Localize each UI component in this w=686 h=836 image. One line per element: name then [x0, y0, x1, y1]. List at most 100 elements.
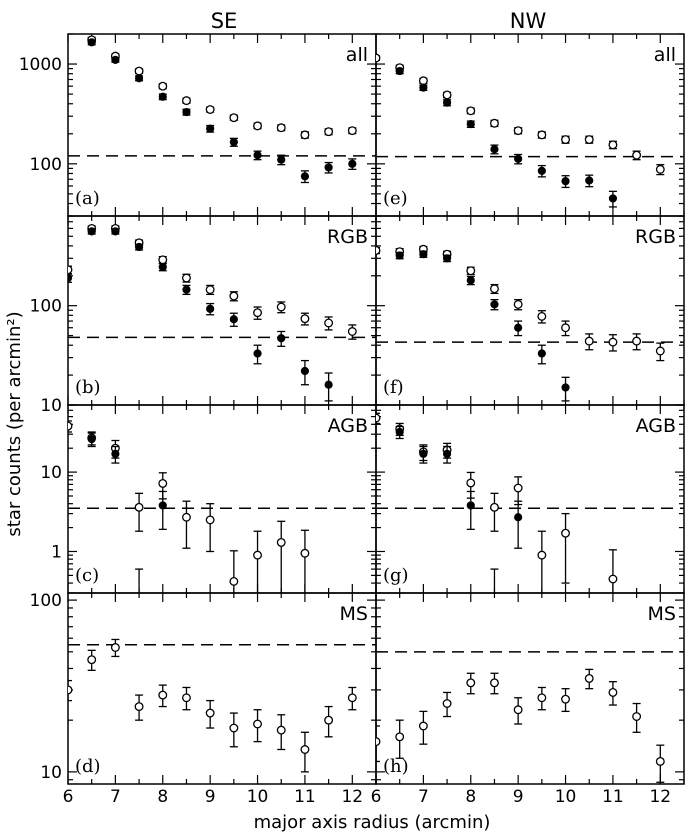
data-points [376, 668, 665, 783]
filled-marker [561, 383, 570, 392]
data-points [68, 638, 357, 773]
panel-c: 1 10 AGB (c) [40, 404, 377, 594]
filled-marker [395, 251, 404, 260]
open-marker [608, 688, 618, 697]
filled-marker [300, 172, 310, 181]
panel-frame [67, 592, 377, 785]
open-marker [655, 164, 665, 174]
panel-population-label: AGB [328, 415, 368, 437]
filled-marker [442, 449, 452, 458]
open-marker [513, 299, 523, 309]
filled-marker [395, 427, 404, 437]
filled-marker [277, 155, 286, 164]
x-tick-label: 8 [465, 787, 476, 807]
filled-marker [158, 262, 167, 272]
filled-marker [134, 242, 144, 252]
panel-letter-label: (g) [383, 565, 409, 586]
open-marker [490, 118, 499, 128]
open-marker [513, 705, 523, 715]
panel-letter-label: (f) [383, 377, 404, 398]
open-marker [253, 550, 262, 560]
open-marker [205, 285, 215, 295]
open-marker [632, 150, 642, 160]
panel-letter-label: (h) [383, 756, 409, 777]
y-tick-label: 10 [40, 463, 62, 483]
open-marker [229, 723, 239, 733]
open-marker [608, 140, 618, 150]
open-marker [347, 126, 357, 136]
panels-group: 100 1000 all (a) all (e) 10 100 RGB (b) RGB (f) 1 10 A… [19, 33, 685, 807]
open-marker [376, 413, 381, 423]
filled-marker [442, 98, 452, 107]
filled-marker [277, 334, 286, 343]
filled-marker [206, 304, 215, 313]
x-tick-label: 11 [602, 787, 624, 807]
open-marker [632, 712, 642, 721]
open-marker [466, 478, 476, 488]
panel-letter-label: (a) [75, 188, 100, 209]
panel-population-label: MS [340, 603, 368, 625]
x-tick-label: 7 [418, 787, 429, 807]
open-marker [632, 336, 642, 346]
panel-population-label: all [346, 44, 368, 66]
y-tick-label: 100 [30, 591, 62, 611]
open-marker [68, 685, 73, 695]
open-marker [537, 550, 547, 560]
filled-marker [466, 276, 475, 285]
filled-marker [182, 107, 191, 117]
filled-marker [466, 120, 475, 129]
x-axis-label: major axis radius (arcmin) [254, 812, 491, 833]
open-marker [608, 337, 618, 347]
y-tick-label: 1 [51, 542, 62, 562]
filled-marker [466, 501, 475, 510]
open-marker [584, 673, 594, 683]
open-marker [376, 737, 381, 747]
panel-population-label: RGB [327, 226, 368, 248]
open-marker [324, 715, 334, 725]
filled-marker [348, 159, 357, 168]
filled-marker [585, 176, 594, 185]
x-tick-label: 8 [157, 787, 168, 807]
open-marker [513, 126, 523, 136]
open-marker [466, 266, 476, 276]
x-tick-label: 6 [63, 787, 74, 807]
panel-letter-label: (b) [75, 377, 101, 398]
open-marker [300, 314, 310, 324]
open-marker [276, 725, 286, 735]
open-marker [490, 678, 499, 688]
filled-marker [111, 227, 120, 236]
open-marker [68, 265, 73, 275]
open-marker [205, 515, 215, 525]
filled-marker [514, 513, 523, 522]
data-points [87, 35, 357, 184]
panel-population-label: all [654, 44, 676, 66]
panel-population-label: MS [648, 603, 676, 625]
open-marker [158, 478, 168, 488]
open-marker [655, 346, 665, 356]
x-tick-label: 12 [341, 787, 363, 807]
filled-marker [158, 92, 167, 101]
open-marker [253, 308, 262, 318]
panel-population-label: RGB [635, 226, 676, 248]
filled-marker [419, 449, 428, 458]
y-axis-label: star counts (per arcmin²) [4, 311, 25, 536]
y-tick-label: 100 [30, 297, 62, 317]
panel-letter-label: (e) [383, 188, 408, 209]
open-marker [561, 323, 570, 333]
open-marker [324, 318, 334, 328]
column-title-nw: NW [510, 9, 547, 33]
x-tick-label: 9 [205, 787, 216, 807]
filled-marker [490, 145, 499, 154]
filled-marker [537, 349, 546, 358]
data-points [376, 412, 618, 593]
panel-frame [375, 592, 685, 785]
open-marker [537, 130, 547, 140]
panel-a: 100 1000 all (a) [19, 33, 377, 217]
x-tick-label: 6 [371, 787, 382, 807]
panel-population-label: AGB [636, 415, 676, 437]
filled-marker [608, 194, 618, 203]
open-marker [253, 121, 262, 131]
panel-frame [375, 33, 685, 217]
filled-marker [514, 323, 523, 332]
